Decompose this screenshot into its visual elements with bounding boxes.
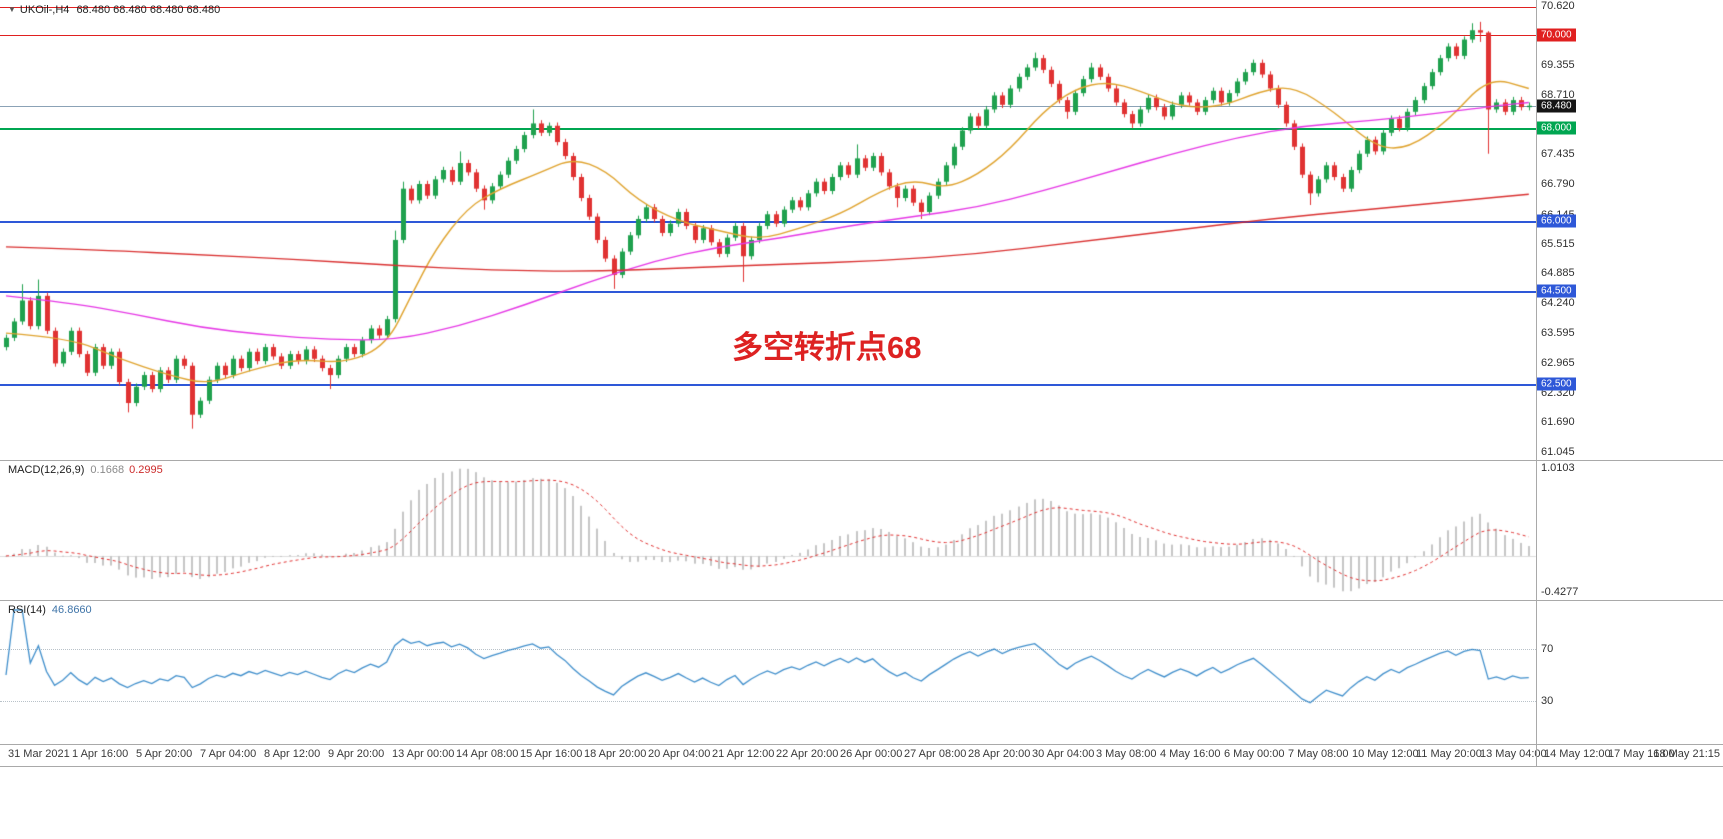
time-axis-label: 20 Apr 04:00 (648, 748, 711, 760)
time-axis-label: 8 Apr 12:00 (264, 748, 321, 760)
price-tick-label: 70.620 (1541, 0, 1575, 12)
price-tick-label: 68.710 (1541, 89, 1575, 101)
price-tick-label: 61.690 (1541, 416, 1575, 429)
time-axis-label: 26 Apr 00:00 (840, 748, 903, 760)
panel-splitter-macd-rsi[interactable] (0, 600, 1723, 601)
time-axis-label: 30 Apr 04:00 (1032, 748, 1095, 760)
rsi-level-label: 30 (1541, 695, 1554, 707)
panel-splitter-rsi-time (0, 744, 1723, 745)
rsi-value: 46.8660 (51, 604, 92, 616)
rsi-name: RSI(14) (8, 604, 46, 616)
time-axis-label: 28 Apr 20:00 (968, 748, 1031, 760)
time-axis-label: 18 May 21:15 (1653, 748, 1720, 760)
price-tick-label: 64.240 (1541, 297, 1575, 310)
time-axis-label: 7 Apr 04:00 (200, 748, 257, 760)
macd-value-main: 0.1668 (90, 464, 125, 476)
price-tick-label: 63.595 (1541, 327, 1575, 340)
price-axis-separator (1536, 0, 1537, 766)
time-axis-label: 14 Apr 08:00 (456, 748, 519, 760)
time-axis-label: 27 Apr 08:00 (904, 748, 967, 760)
chart-dropdown-icon[interactable]: ▼ (8, 5, 16, 14)
price-level-badge: 68.000 (1537, 121, 1576, 135)
price-tick-label: 62.965 (1541, 356, 1575, 369)
price-tick-label: 67.435 (1541, 148, 1575, 161)
rsi-panel-label: RSI(14) 46.8660 (8, 604, 92, 616)
time-axis-label: 31 Mar 2021 (8, 748, 70, 760)
time-axis-label: 15 Apr 16:00 (520, 748, 583, 760)
chart-title: ▼ UKOil-,H4 68.480 68.480 68.480 68.480 (8, 4, 220, 16)
price-tick-label: 64.885 (1541, 267, 1575, 280)
time-axis-label: 5 Apr 20:00 (136, 748, 193, 760)
price-level-badge: 64.500 (1537, 284, 1576, 298)
price-tick-label: 65.515 (1541, 237, 1575, 250)
time-axis-label: 7 May 08:00 (1288, 748, 1349, 760)
price-tick-label: 69.355 (1541, 58, 1575, 71)
macd-panel-label: MACD(12,26,9) 0.1668 0.2995 (8, 464, 163, 476)
price-level-badge: 66.000 (1537, 214, 1576, 228)
chart-annotation-text: 多空转折点68 (732, 330, 922, 365)
macd-scale-max: 1.0103 (1541, 462, 1575, 474)
symbol-period-label: UKOil-,H4 (19, 4, 70, 16)
time-axis-label: 4 May 16:00 (1160, 748, 1221, 760)
macd-scale-min: -0.4277 (1541, 586, 1579, 598)
macd-name: MACD(12,26,9) (8, 464, 85, 476)
time-axis-label: 1 Apr 16:00 (72, 748, 129, 760)
time-axis-label: 10 May 12:00 (1352, 748, 1419, 760)
price-tick-label: 61.045 (1541, 446, 1575, 459)
price-tick-label: 66.790 (1541, 178, 1575, 191)
time-axis-label: 13 Apr 00:00 (392, 748, 455, 760)
time-axis-bottom-border (0, 766, 1723, 767)
time-axis-label: 17 May 16:00 (1608, 748, 1675, 760)
time-axis-label: 22 Apr 20:00 (776, 748, 839, 760)
time-axis-label: 6 May 00:00 (1224, 748, 1285, 760)
time-axis-label: 3 May 08:00 (1096, 748, 1157, 760)
time-axis-label: 21 Apr 12:00 (712, 748, 775, 760)
time-axis-label: 9 Apr 20:00 (328, 748, 385, 760)
ohlc-readout: 68.480 68.480 68.480 68.480 (76, 4, 221, 16)
macd-value-signal: 0.2995 (129, 464, 163, 476)
price-level-badge: 70.000 (1537, 28, 1576, 42)
time-axis-label: 14 May 12:00 (1544, 748, 1611, 760)
panel-splitter-main-macd[interactable] (0, 460, 1723, 461)
time-axis-label: 18 Apr 20:00 (584, 748, 647, 760)
price-level-badge: 62.500 (1537, 377, 1576, 391)
rsi-level-label: 70 (1541, 643, 1554, 655)
current-price-badge: 68.480 (1537, 99, 1576, 113)
time-axis-label: 11 May 20:00 (1416, 748, 1482, 760)
time-axis-label: 13 May 04:00 (1480, 748, 1547, 760)
